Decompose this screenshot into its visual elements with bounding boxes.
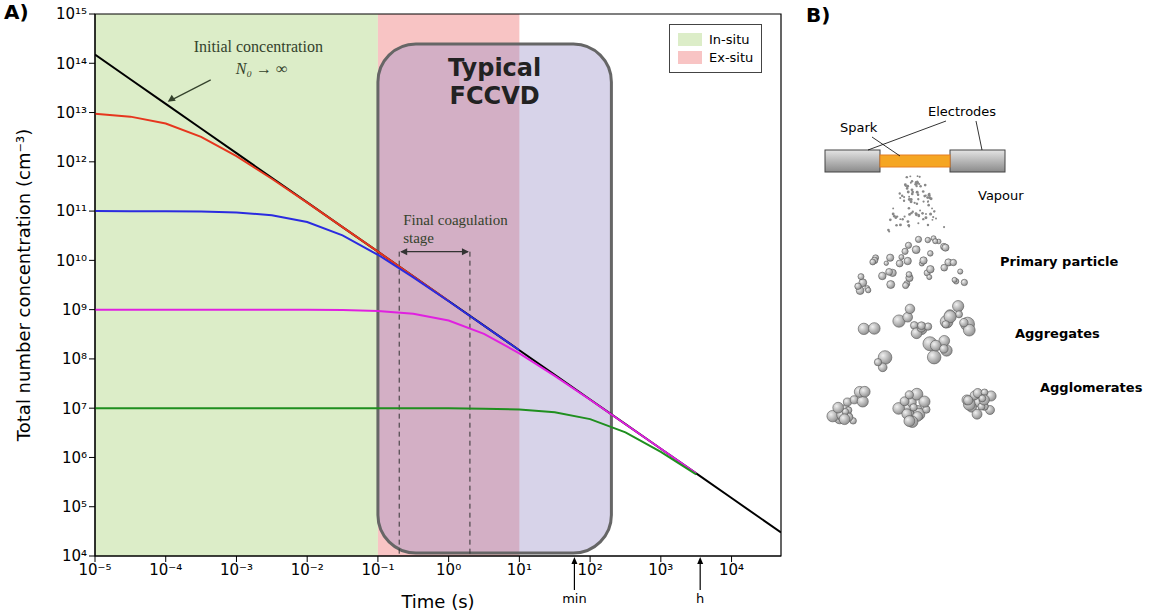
svg-text:10²: 10² [578,561,603,579]
svg-text:N₀ → ∞: N₀ → ∞ [235,60,288,77]
svg-text:10⁻¹: 10⁻¹ [361,561,394,579]
svg-text:Primary particle: Primary particle [1000,254,1118,269]
svg-text:10¹³: 10¹³ [56,104,87,122]
svg-text:10¹: 10¹ [507,561,532,579]
svg-text:10³: 10³ [648,561,673,579]
svg-text:10⁻³: 10⁻³ [220,561,253,579]
svg-text:10⁴: 10⁴ [719,561,744,579]
svg-text:10⁵: 10⁵ [62,498,87,516]
svg-text:Spark: Spark [840,120,878,135]
svg-text:10¹¹: 10¹¹ [56,202,87,220]
svg-text:Agglomerates: Agglomerates [1040,380,1143,395]
svg-text:10⁴: 10⁴ [62,547,87,565]
svg-text:10¹⁰: 10¹⁰ [56,252,87,270]
html-text:In-situ: In-situ [709,32,750,47]
svg-text:Typical: Typical [448,54,541,82]
svg-text:10⁷: 10⁷ [62,400,87,418]
svg-text:Initial concentration: Initial concentration [194,38,323,55]
svg-text:FCCVD: FCCVD [450,82,540,110]
svg-text:10⁻⁴: 10⁻⁴ [149,561,182,579]
svg-text:10⁹: 10⁹ [62,301,87,319]
svg-text:10⁻⁵: 10⁻⁵ [78,560,112,579]
svg-text:10⁸: 10⁸ [62,350,87,368]
svg-text:10¹⁴: 10¹⁴ [56,55,87,73]
svg-text:Electrodes: Electrodes [928,104,996,119]
svg-text:Final coagulation: Final coagulation [403,212,508,228]
svg-text:Total number concentration (cm: Total number concentration (cm⁻³) [13,129,34,442]
svg-text:h: h [696,591,704,606]
html-text:Ex-situ: Ex-situ [709,50,754,65]
svg-text:Aggregates: Aggregates [1015,326,1100,341]
svg-text:10¹²: 10¹² [56,153,87,171]
html-text:A): A) [4,0,29,24]
svg-text:Vapour: Vapour [978,188,1024,203]
svg-text:10¹⁵: 10¹⁵ [56,5,87,23]
svg-text:Time (s): Time (s) [400,591,474,612]
svg-text:stage: stage [403,230,434,246]
svg-text:10⁰: 10⁰ [436,561,461,579]
svg-text:10⁶: 10⁶ [62,449,87,467]
svg-text:10⁻²: 10⁻² [291,561,324,579]
svg-text:min: min [562,591,587,606]
svg-text:B): B) [806,3,830,27]
